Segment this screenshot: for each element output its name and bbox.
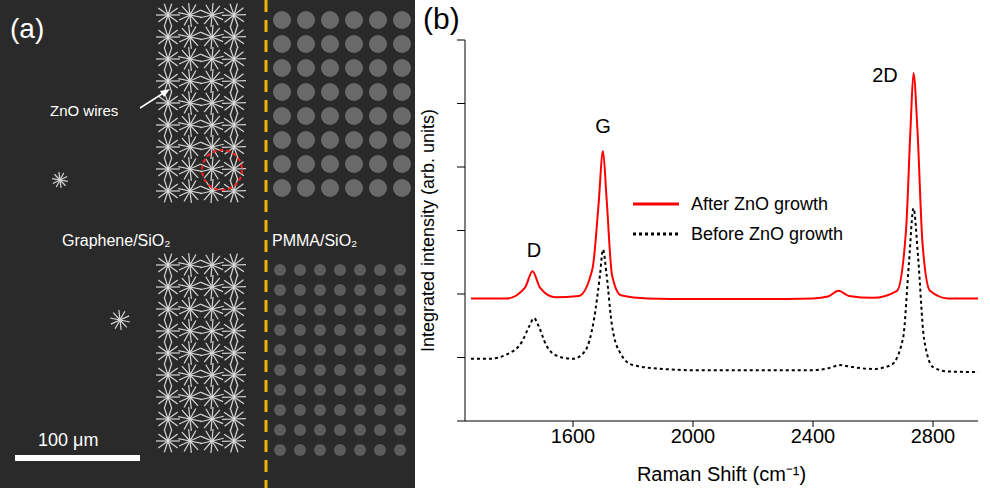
svg-text:PMMA/SiO₂: PMMA/SiO₂ — [272, 232, 357, 249]
svg-text:Integrated intensity (arb. uni: Integrated intensity (arb. units) — [418, 109, 438, 352]
svg-text:2400: 2400 — [791, 425, 836, 447]
html-text:After ZnO growth: After ZnO growth — [691, 193, 829, 214]
svg-text:2D: 2D — [872, 64, 898, 86]
svg-text:2000: 2000 — [671, 425, 716, 447]
svg-text:Graphene/SiO₂: Graphene/SiO₂ — [62, 232, 171, 249]
svg-text:2800: 2800 — [911, 425, 956, 447]
html-text:(b): (b) — [423, 2, 460, 35]
svg-text:D: D — [527, 239, 541, 261]
svg-text:100 μm: 100 μm — [38, 430, 98, 450]
html-text:Before ZnO growth: Before ZnO growth — [691, 223, 844, 244]
svg-text:(a): (a) — [10, 13, 44, 44]
svg-text:G: G — [595, 115, 611, 137]
svg-text:1600: 1600 — [551, 425, 596, 447]
svg-text:ZnO wires: ZnO wires — [50, 102, 118, 119]
svg-text:Raman Shift (cm⁻¹): Raman Shift (cm⁻¹) — [637, 463, 806, 485]
